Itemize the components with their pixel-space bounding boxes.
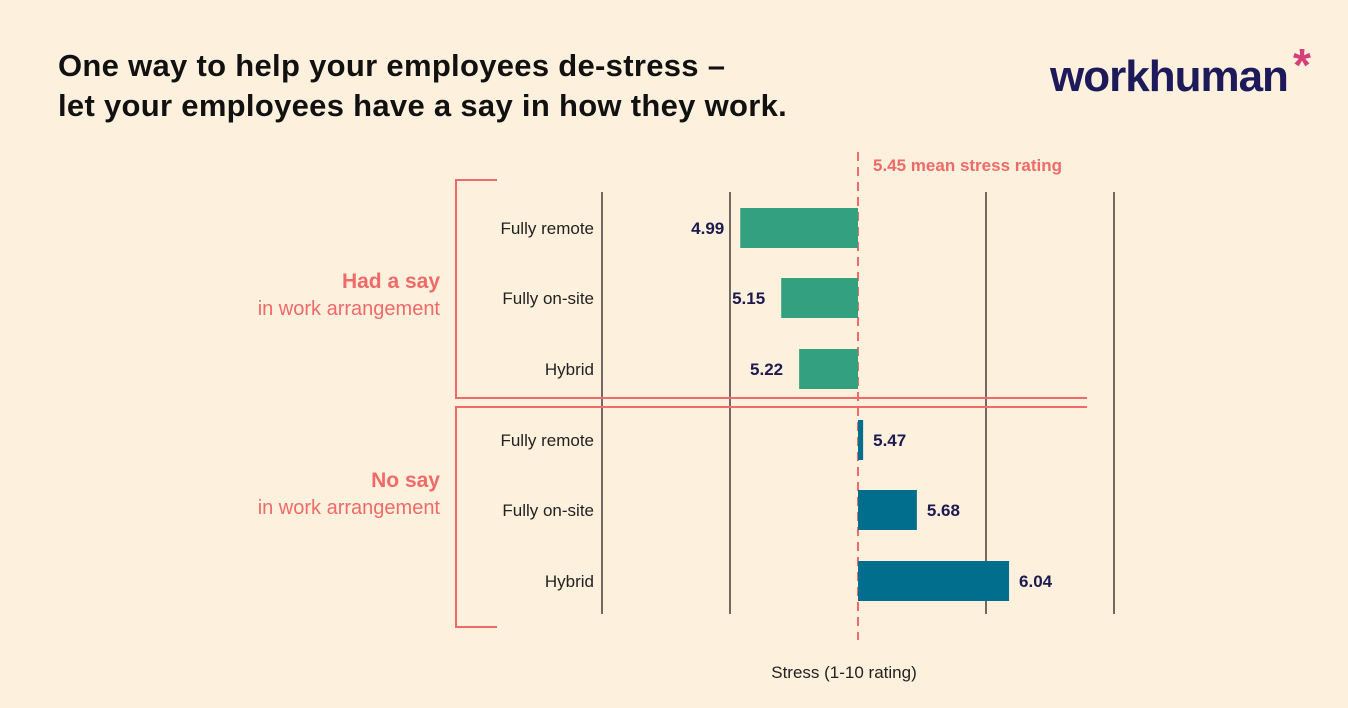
- x-axis-label: Stress (1-10 rating): [771, 663, 917, 682]
- value-label: 4.99: [691, 219, 724, 238]
- group-bracket: [455, 406, 497, 628]
- title-line-1: One way to help your employees de-stress…: [58, 48, 726, 83]
- group-subtitle: in work arrangement: [258, 298, 441, 320]
- group-bracket: [455, 179, 1087, 399]
- value-label: 5.15: [732, 289, 765, 308]
- bar: [781, 278, 858, 318]
- value-label: 6.04: [1019, 572, 1053, 591]
- category-label: Hybrid: [545, 572, 594, 591]
- category-label: Fully remote: [500, 431, 594, 450]
- category-label: Fully on-site: [502, 289, 594, 308]
- bar: [858, 490, 917, 530]
- bar: [799, 349, 858, 389]
- value-label: 5.22: [750, 360, 783, 379]
- group-title: Had a say: [342, 270, 440, 293]
- category-label: Fully remote: [500, 219, 594, 238]
- category-label: Hybrid: [545, 360, 594, 379]
- group-subtitle: in work arrangement: [258, 497, 441, 519]
- value-label: 5.68: [927, 501, 960, 520]
- workhuman-logo: workhuman *: [1050, 39, 1311, 101]
- bar: [858, 420, 864, 460]
- reference-line-label: 5.45 mean stress rating: [873, 156, 1062, 175]
- title-line-2: let your employees have a say in how the…: [58, 88, 788, 123]
- bar: [740, 208, 858, 248]
- bar: [858, 561, 1010, 601]
- group-title: No say: [371, 469, 440, 492]
- value-label: 5.47: [873, 431, 906, 450]
- category-label: Fully on-site: [502, 501, 594, 520]
- chart-title: One way to help your employees de-stress…: [58, 46, 787, 126]
